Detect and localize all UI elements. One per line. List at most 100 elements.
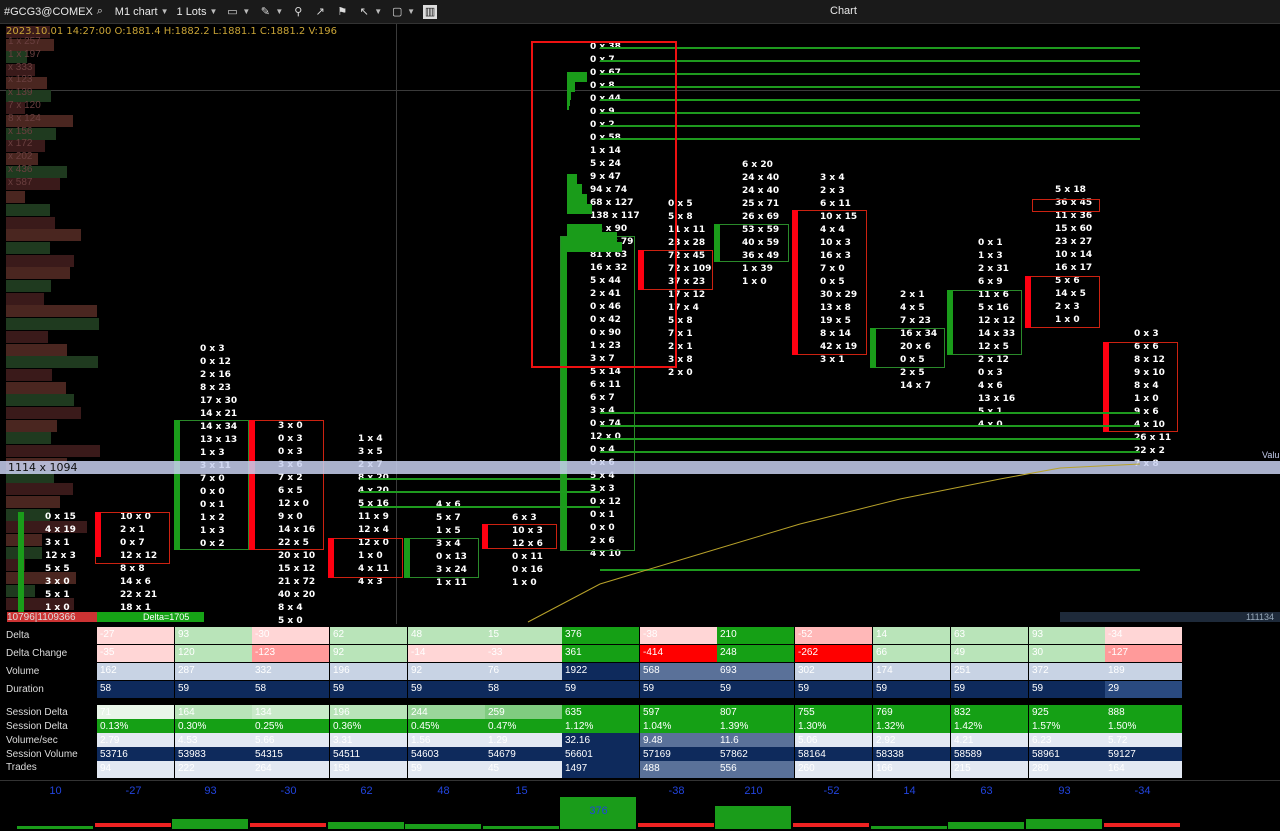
footprint-cell: 0 x 2	[200, 539, 225, 549]
footprint-cell: 36 x 49	[742, 251, 780, 261]
draw-tool-button[interactable]: ✎ ▼	[254, 0, 287, 24]
delta-histogram: 10 -27 93 -30 62 48 15 376 -38 210 -52 14 63 93 -34	[0, 780, 1280, 831]
session-volume-cell: 58338	[873, 747, 950, 764]
footprint-cell: 22 x 5	[278, 538, 309, 548]
volume-cell: 287	[175, 663, 252, 680]
delta-cell: 376	[562, 627, 639, 644]
footprint-cell: 6 x 20	[742, 160, 773, 170]
indicator-button[interactable]: ↗	[309, 0, 331, 24]
session-delta-cell: 635	[562, 705, 639, 722]
footprint-cell: 6 x 9	[978, 277, 1003, 287]
row-label-volume: Volume	[6, 666, 40, 677]
trades-cell: 222	[175, 761, 252, 778]
profile-bar	[6, 241, 50, 254]
session-delta-cell: 597	[640, 705, 717, 722]
cursor-button[interactable]: ↖ ▼	[353, 0, 386, 24]
profile-bar	[6, 153, 38, 165]
profile-bar	[6, 394, 74, 407]
histogram-label: 93	[204, 785, 217, 797]
footprint-cell: 1 x 5	[436, 526, 461, 536]
footprint-cell: 18 x 1	[120, 603, 151, 613]
panel-toggle-button[interactable]: ▥	[419, 0, 441, 24]
symbol-selector[interactable]: #GCG3@COMEX ⌕	[0, 0, 111, 24]
footprint-cell: 5 x 6	[1055, 276, 1080, 286]
footprint-cell: 0 x 7	[120, 538, 145, 548]
annotation-button[interactable]: ⚑	[331, 0, 353, 24]
row-label-delta-change: Delta Change	[6, 648, 68, 659]
footprint-cell: 6 x 7	[590, 393, 615, 403]
profile-bar	[6, 368, 52, 381]
footprint-cell: 3 x 4	[590, 406, 615, 416]
footprint-cell: 2 x 1	[900, 290, 925, 300]
chevron-down-icon: ▼	[374, 7, 383, 16]
footprint-cell: 8 x 23	[200, 383, 231, 393]
volume-bar	[567, 72, 587, 82]
footprint-cell: 4 x 4	[820, 225, 845, 235]
zoom-icon: ⚲	[294, 6, 303, 18]
footprint-cell: 7 x 1	[668, 329, 693, 339]
footprint-cell: 0 x 3	[278, 434, 303, 444]
footprint-cell: 138 x 117	[590, 211, 640, 221]
flag-icon: ⚑	[337, 6, 348, 18]
footprint-cell: 5 x 0	[278, 616, 303, 624]
footprint-cell: 11 x 36	[1055, 211, 1093, 221]
session-delta-cell: 196	[330, 705, 407, 722]
lots-dropdown[interactable]: 1 Lots ▼	[173, 0, 222, 24]
trades-cell: 488	[640, 761, 717, 778]
sell-bar	[1025, 276, 1031, 328]
footprint-cell: 1 x 0	[1055, 315, 1080, 325]
chart-type-button[interactable]: ▭ ▼	[221, 0, 254, 24]
profile-label: x 333	[8, 61, 33, 73]
footprint-cell: 2 x 6	[590, 536, 615, 546]
lots-label: 1 Lots	[176, 5, 207, 18]
profile-bar	[6, 102, 25, 115]
footprint-cell: 8 x 4	[278, 603, 303, 613]
zoom-button[interactable]: ⚲	[287, 0, 309, 24]
session-delta-pct-cell: 0.45%	[408, 719, 485, 736]
profile-label: 7 x 120	[8, 100, 41, 111]
footprint-cell: 0 x 5	[668, 199, 693, 209]
footprint-cell: 2 x 41	[590, 289, 621, 299]
session-delta-cell: 244	[408, 705, 485, 722]
chevron-down-icon: ▼	[275, 7, 284, 16]
delta-change-cell: 66	[873, 645, 950, 662]
histogram-label: -52	[823, 785, 840, 797]
level-line	[600, 451, 1140, 453]
buy-bar	[174, 420, 180, 550]
footprint-cell: 10 x 14	[1055, 250, 1093, 260]
footprint-cell: 12 x 4	[358, 525, 389, 535]
profile-bar	[6, 292, 44, 305]
footprint-cell: 11 x 6	[978, 290, 1009, 300]
delta-change-cell: 248	[717, 645, 794, 662]
timeframe-dropdown[interactable]: M1 chart ▼	[111, 0, 173, 24]
histogram-bar	[1104, 823, 1180, 827]
footprint-cell: 72 x 109	[668, 264, 712, 274]
row-label-session-volume: Session Volume	[6, 749, 78, 760]
footprint-cell: 11 x 11	[668, 225, 706, 235]
delta-cell: 14	[873, 627, 950, 644]
right-footer-value: 111134	[1060, 612, 1280, 622]
footprint-cell: 22 x 21	[120, 590, 158, 600]
footprint-cell: 5 x 18	[1055, 185, 1086, 195]
profile-bar	[6, 419, 57, 432]
row-label-delta: Delta	[6, 630, 30, 641]
footprint-cell: 1 x 0	[45, 603, 70, 613]
layout-button[interactable]: ▢ ▼	[386, 0, 419, 24]
level-line	[600, 569, 1140, 571]
volume-cell: 372	[1029, 663, 1106, 680]
profile-bar	[6, 89, 51, 102]
footprint-cell: 9 x 10	[1134, 368, 1165, 378]
session-delta-pct-cell: 1.32%	[873, 719, 950, 736]
profile-bar	[6, 127, 56, 140]
session-volume-cell: 53983	[175, 747, 252, 764]
footprint-cell: 21 x 72	[278, 577, 316, 587]
delta-footer: Delta=1705	[97, 612, 204, 622]
row-label-session-delta: Session Delta	[6, 707, 68, 718]
footprint-cell: 4 x 6	[978, 381, 1003, 391]
histogram-bar	[715, 806, 791, 829]
session-delta-pct-cell: 1.57%	[1029, 719, 1106, 736]
footprint-cell: 15 x 12	[278, 564, 316, 574]
histogram-bar	[948, 822, 1024, 829]
footprint-chart[interactable]: 1 x 257 1 x 197 x 333 x 123 x 139 7 x 120 8 x …	[0, 24, 1280, 624]
current-price-band	[0, 461, 1280, 474]
